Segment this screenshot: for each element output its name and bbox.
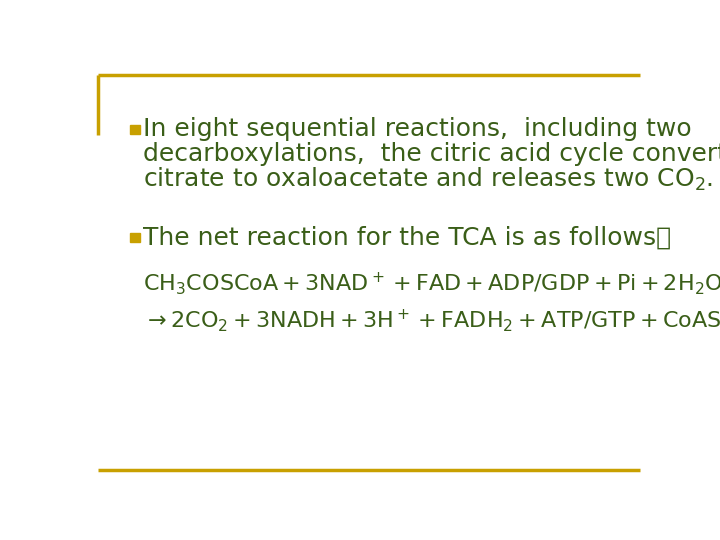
Text: $\mathrm{CH_3COSCoA+3NAD^++FAD+ADP/GDP+Pi+2H_2O}$: $\mathrm{CH_3COSCoA+3NAD^++FAD+ADP/GDP+P…	[143, 269, 720, 296]
Text: The net reaction for the TCA is as follows：: The net reaction for the TCA is as follo…	[143, 225, 671, 249]
Text: In eight sequential reactions,  including two: In eight sequential reactions, including…	[143, 117, 692, 141]
Text: citrate to oxaloacetate and releases two $\mathrm{CO_2}$.: citrate to oxaloacetate and releases two…	[143, 166, 714, 193]
Bar	[130, 125, 140, 134]
Text: decarboxylations,  the citric acid cycle converts: decarboxylations, the citric acid cycle …	[143, 142, 720, 166]
Bar	[130, 233, 140, 242]
Text: $\mathrm{\rightarrow 2CO_2+3NADH+3H^++FADH_2+ATP/GTP+CoASH}$: $\mathrm{\rightarrow 2CO_2+3NADH+3H^++FA…	[143, 307, 720, 334]
